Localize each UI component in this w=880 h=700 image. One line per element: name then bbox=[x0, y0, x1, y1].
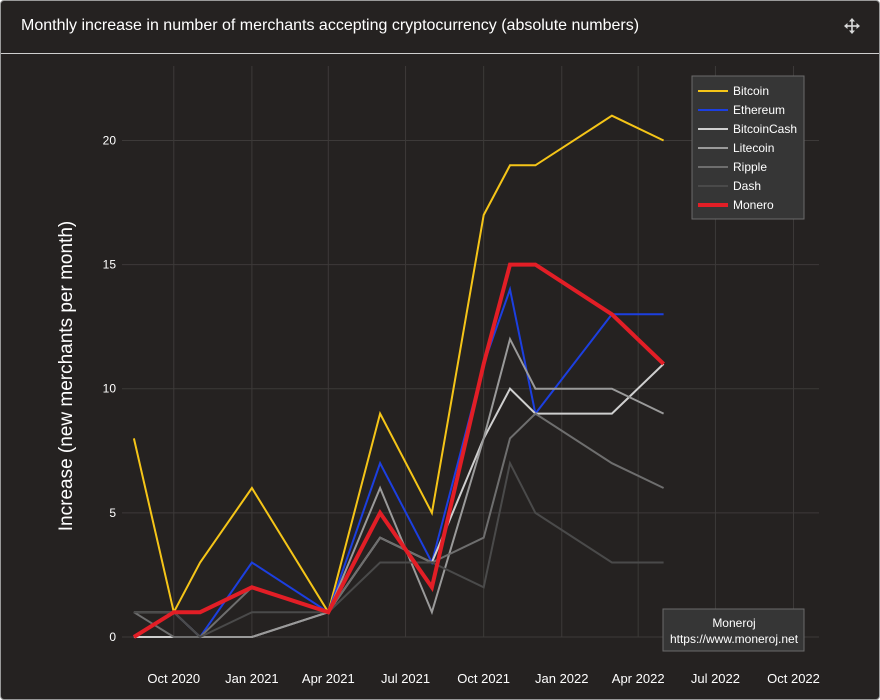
legend-label-monero: Monero bbox=[733, 198, 774, 212]
source-annotation: Moneroj https://www.moneroj.net bbox=[662, 608, 805, 652]
x-tick-label: Jan 2021 bbox=[225, 671, 279, 686]
series-lines bbox=[132, 114, 665, 639]
x-tick-label: Apr 2022 bbox=[612, 671, 665, 686]
legend-label-bitcoincash: BitcoinCash bbox=[733, 122, 797, 136]
annotation-line-2: https://www.moneroj.net bbox=[670, 632, 799, 646]
x-axis-ticks: Oct 2020 Jan 2021 Apr 2021 Jul 2021 Oct 2021… bbox=[147, 671, 820, 686]
legend-label-bitcoin: Bitcoin bbox=[733, 84, 769, 98]
series-line-bitcoin bbox=[132, 114, 665, 616]
x-tick-label: Apr 2021 bbox=[302, 671, 355, 686]
legend: Bitcoin Ethereum BitcoinCash Litecoin Ripple… bbox=[691, 75, 805, 220]
x-tick-label: Jul 2022 bbox=[691, 671, 740, 686]
series-line-ripple bbox=[133, 412, 665, 638]
x-tick-label: Jan 2022 bbox=[535, 671, 589, 686]
series-line-dash bbox=[133, 460, 664, 639]
legend-label-ethereum: Ethereum bbox=[733, 103, 785, 117]
series-line-ethereum bbox=[133, 285, 664, 639]
x-tick-label: Jul 2021 bbox=[381, 671, 430, 686]
x-tick-label: Oct 2022 bbox=[767, 671, 820, 686]
chart-title: Monthly increase in number of merchants … bbox=[21, 17, 640, 34]
legend-label-dash: Dash bbox=[733, 179, 761, 193]
line-chart: 0 5 10 15 20 Oct 2020 Jan 2021 Apr 2021 Jul 202… bbox=[56, 66, 820, 686]
x-tick-label: Oct 2021 bbox=[457, 671, 510, 686]
legend-label-litecoin: Litecoin bbox=[733, 141, 774, 155]
y-tick-label: 10 bbox=[103, 382, 117, 396]
panel-header: Monthly increase in number of merchants … bbox=[1, 1, 879, 54]
annotation-box bbox=[662, 608, 805, 652]
x-tick-label: Oct 2020 bbox=[147, 671, 200, 686]
annotation-line-1: Moneroj bbox=[712, 616, 755, 630]
y-tick-label: 15 bbox=[103, 258, 117, 272]
series-line-monero bbox=[132, 262, 665, 639]
y-axis-label: Increase (new merchants per month) bbox=[56, 221, 77, 531]
y-tick-label: 0 bbox=[109, 630, 116, 644]
series-line-litecoin bbox=[133, 336, 665, 638]
y-axis-ticks: 0 5 10 15 20 bbox=[103, 133, 117, 644]
y-tick-label: 20 bbox=[103, 133, 117, 147]
legend-label-ripple: Ripple bbox=[733, 160, 767, 174]
move-arrows-icon[interactable] bbox=[843, 17, 861, 35]
y-tick-label: 5 bbox=[109, 506, 116, 520]
